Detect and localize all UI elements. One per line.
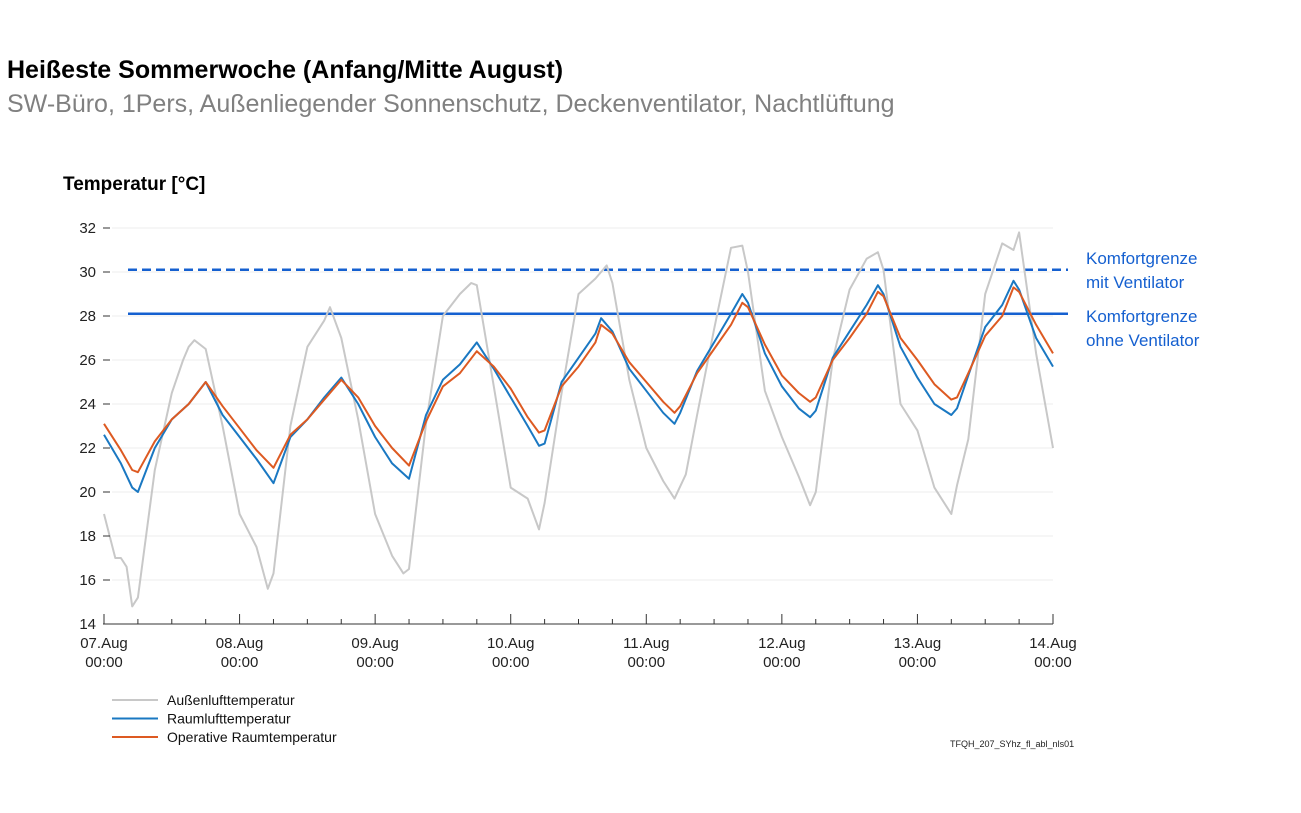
x-tick-label-date: 11.Aug [623,635,669,652]
y-tick-label: 16 [79,572,96,589]
x-tick-label-date: 13.Aug [894,635,942,652]
ref-label-line: mit Ventilator [1086,273,1185,292]
chart-title: Heißeste Sommerwoche (Anfang/Mitte Augus… [7,56,564,84]
y-tick-label: 18 [79,528,96,545]
y-axis-label: Temperatur [°C] [63,174,205,195]
series-line-0 [103,231,1054,608]
chart-subtitle: SW-Büro, 1Pers, Außenliegender Sonnensch… [7,90,895,118]
series-line-1 [103,279,1054,493]
x-tick-label-time: 00:00 [85,654,123,671]
x-tick-label-date: 14.Aug [1029,635,1077,652]
y-tick-label: 32 [79,220,96,237]
y-tick-label: 20 [79,484,96,501]
y-tick-label: 26 [79,352,96,369]
series-line-2 [103,286,1054,474]
x-tick-label-time: 00:00 [492,654,530,671]
legend-label: Außenlufttemperatur [167,692,295,708]
ref-label-line: Komfortgrenze [1086,249,1198,268]
ref-label-with-fan: Komfortgrenze mit Ventilator [1086,247,1198,295]
footer-code: TFQH_207_SYhz_fl_abl_nls01 [950,739,1075,749]
ref-label-without-fan: Komfortgrenze ohne Ventilator [1086,305,1199,353]
legend-label: Operative Raumtemperatur [167,729,337,745]
y-tick-label: 22 [79,440,96,457]
y-tick-label: 24 [79,396,96,413]
y-tick-label: 30 [79,264,96,281]
x-tick-label-date: 07.Aug [80,635,128,652]
x-tick-label-time: 00:00 [763,654,801,671]
ref-label-line: Komfortgrenze [1086,307,1198,326]
legend-label: Raumlufttemperatur [167,711,291,727]
x-tick-label-time: 00:00 [628,654,666,671]
x-tick-label-date: 10.Aug [487,635,535,652]
x-tick-label-date: 09.Aug [351,635,399,652]
y-tick-label: 14 [79,616,96,633]
x-tick-label-date: 08.Aug [216,635,264,652]
x-tick-label-time: 00:00 [899,654,937,671]
x-tick-label-time: 00:00 [221,654,259,671]
y-tick-label: 28 [79,308,96,325]
x-tick-label-time: 00:00 [356,654,394,671]
x-tick-label-date: 12.Aug [758,635,806,652]
ref-label-line: ohne Ventilator [1086,331,1200,350]
x-tick-label-time: 00:00 [1034,654,1072,671]
